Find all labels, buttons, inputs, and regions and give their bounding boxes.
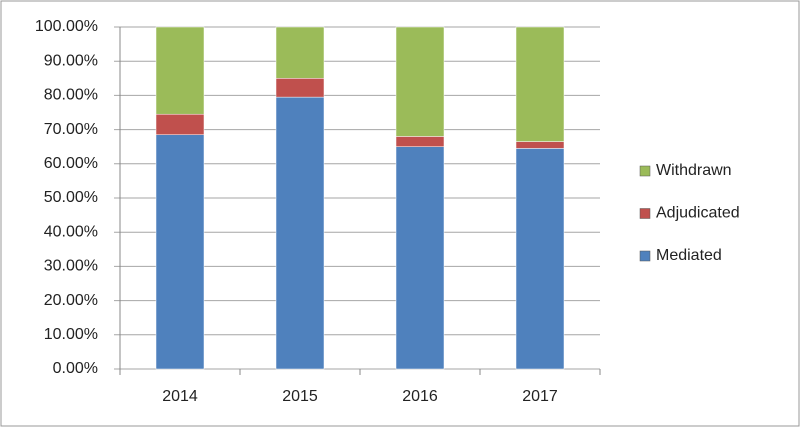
legend-label: Withdrawn <box>656 162 732 179</box>
bar-segment <box>395 136 445 147</box>
x-tick-label: 2016 <box>402 388 438 405</box>
x-tick-label: 2014 <box>162 388 198 405</box>
legend-label: Adjudicated <box>656 205 740 222</box>
y-tick-label: 80.00% <box>44 87 98 104</box>
y-tick-label: 0.00% <box>53 360 98 377</box>
legend-label: Mediated <box>656 247 722 264</box>
legend-swatch <box>639 165 651 177</box>
y-tick-label: 50.00% <box>44 189 98 206</box>
bar-segment <box>155 134 205 370</box>
bar-segment <box>515 26 565 142</box>
bar-segment <box>275 78 325 98</box>
bar-segment <box>515 148 565 370</box>
bar-segment <box>395 26 445 137</box>
y-tick-label: 20.00% <box>44 292 98 309</box>
legend-swatch <box>639 208 651 219</box>
bar-segment <box>515 141 565 149</box>
y-tick-label: 100.00% <box>35 18 98 35</box>
bar-segment <box>155 26 205 115</box>
legend-swatch <box>639 250 651 262</box>
x-tick-label: 2015 <box>282 388 318 405</box>
y-tick-label: 40.00% <box>44 223 98 240</box>
y-tick-label: 90.00% <box>44 52 98 69</box>
bar-segment <box>275 96 325 370</box>
bar-segment <box>395 146 445 370</box>
y-tick-label: 10.00% <box>44 326 98 343</box>
y-tick-label: 70.00% <box>44 121 98 138</box>
x-tick-label: 2017 <box>522 388 558 405</box>
bar-segment <box>155 113 205 135</box>
y-tick-label: 30.00% <box>44 258 98 275</box>
bar-segment <box>275 26 325 79</box>
y-tick-label: 60.00% <box>44 155 98 172</box>
